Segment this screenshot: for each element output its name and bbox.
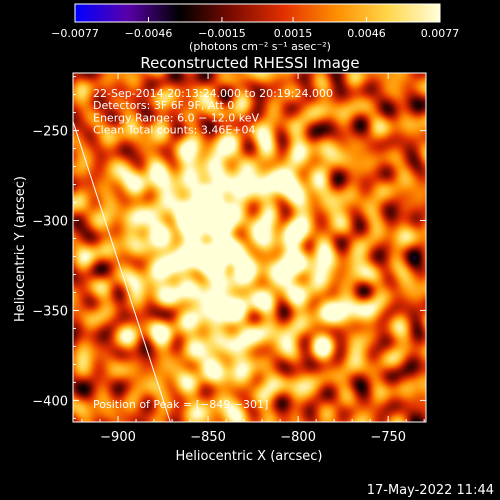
colorbar-tick-label: 0.0077 [421,27,460,40]
annotation-line: Energy Range: 6.0 − 12.0 keV [93,111,260,124]
axes: −900 −850 −800 −750 −250 −300 −350 −400 [32,73,426,445]
annotation-line: 22-Sep-2014 20:13:24.000 to 20:19:24.000 [93,87,333,100]
x-tick-label: −750 [370,430,406,445]
y-tick-label: −250 [32,125,68,140]
annotation-block: 22-Sep-2014 20:13:24.000 to 20:19:24.000… [93,87,333,137]
colorbar-gradient [75,4,440,22]
colorbar-tick-label: −0.0015 [198,27,246,40]
limb-line [72,121,171,423]
y-tick-label: −300 [32,215,68,230]
colorbar-unit-label: (photons cm⁻² s⁻¹ asec⁻²) [189,40,331,53]
heatmap-image [73,73,426,422]
plot-frame [72,72,427,423]
colorbar-tick-label: 0.0015 [274,27,313,40]
y-axis-label: Heliocentric Y (arcsec) [13,176,28,322]
colorbar-tick-label: −0.0046 [125,27,173,40]
y-tick-label: −400 [32,394,68,409]
annotation-line: Clean Total counts: 3.46E+04 [93,124,256,137]
chart-title: Reconstructed RHESSI Image [140,54,359,72]
colorbar-tick-label: −0.0077 [51,27,99,40]
annotation-line: Detectors: 3F 6F 9F, Att 0 [93,99,234,112]
colorbar-frame [74,3,441,23]
x-tick-label: −850 [190,430,226,445]
timestamp: 17-May-2022 11:44 [367,483,494,498]
x-tick-label: −900 [100,430,136,445]
colorbar: −0.0077 −0.0046 −0.0015 0.0015 0.0046 0.0077 [51,3,460,40]
peak-position-label: Position of Peak = [−849,−301] [93,398,268,411]
x-tick-label: −800 [280,430,316,445]
x-axis-label: Heliocentric X (arcsec) [176,449,323,464]
colorbar-tick-label: 0.0046 [347,27,386,40]
plot-area [72,72,427,423]
y-tick-label: −350 [32,304,68,319]
